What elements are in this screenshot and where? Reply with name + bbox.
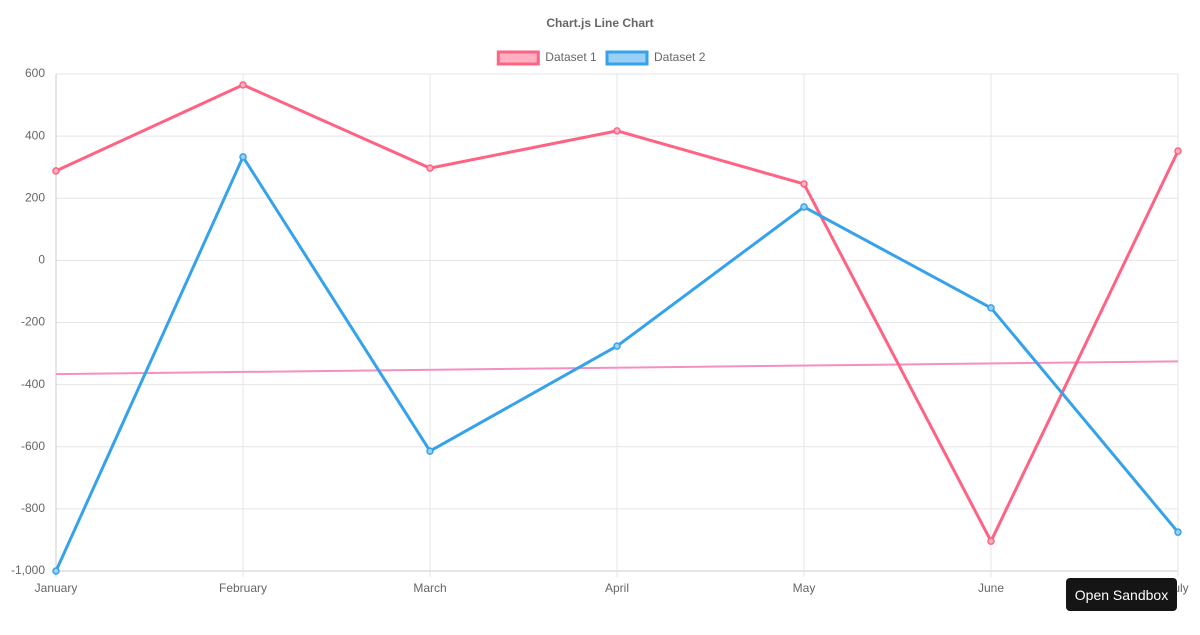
data-point	[1174, 528, 1182, 536]
data-point	[52, 167, 60, 175]
data-point	[52, 567, 60, 575]
data-point	[987, 537, 995, 545]
x-tick-label: April	[605, 581, 629, 595]
data-point	[613, 342, 621, 350]
y-tick-label: 200	[25, 190, 45, 204]
legend-swatch	[605, 50, 649, 66]
data-point	[426, 164, 434, 172]
data-point	[1174, 147, 1182, 155]
data-point	[613, 127, 621, 135]
x-tick-label: January	[35, 581, 78, 595]
data-point	[800, 180, 808, 188]
y-tick-label: -400	[21, 377, 45, 391]
data-point	[426, 447, 434, 455]
y-tick-label: -800	[21, 501, 45, 515]
x-tick-label: February	[219, 581, 267, 595]
legend-label: Dataset 2	[654, 50, 706, 64]
x-tick-label: June	[978, 581, 1004, 595]
trend-line	[55, 360, 1179, 376]
legend-label: Dataset 1	[545, 50, 597, 64]
y-tick-label: -1,000	[11, 563, 45, 577]
legend: Dataset 1 Dataset 2	[496, 50, 706, 66]
y-tick-label: -200	[21, 315, 45, 329]
x-tick-label: May	[793, 581, 816, 595]
y-tick-label: 0	[38, 253, 45, 267]
y-tick-label: -600	[21, 439, 45, 453]
data-point	[239, 153, 247, 161]
data-point	[239, 81, 247, 89]
open-sandbox-button[interactable]: Open Sandbox	[1066, 578, 1177, 611]
y-tick-label: 400	[25, 128, 45, 142]
y-tick-label: 600	[25, 66, 45, 80]
chart-title: Chart.js Line Chart	[546, 16, 653, 30]
data-point	[987, 304, 995, 312]
x-tick-label: March	[413, 581, 446, 595]
legend-swatch	[496, 50, 540, 66]
data-point	[800, 203, 808, 211]
